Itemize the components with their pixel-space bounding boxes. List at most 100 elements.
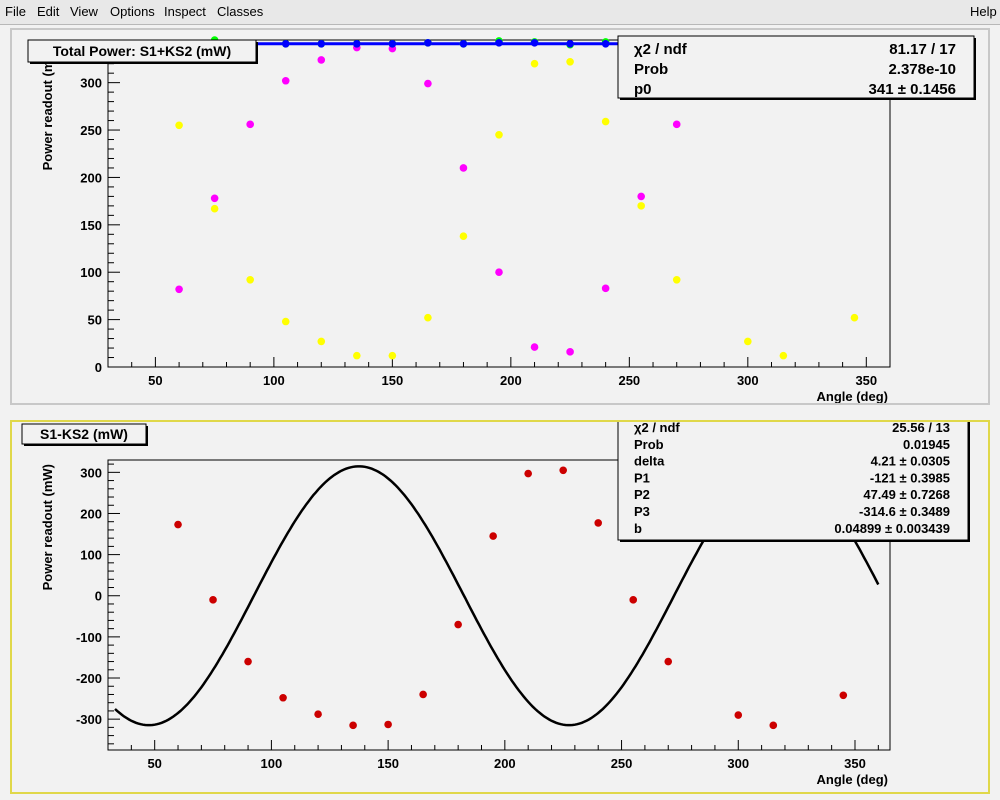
stats-value: 0.04899 ± 0.003439 [834,521,950,536]
stats-value: 47.49 ± 0.7268 [863,487,950,502]
stats-label: P2 [634,487,650,502]
stats-label: b [634,521,642,536]
stats-value: 25.56 / 13 [892,422,950,435]
data-point [210,204,219,213]
menu-inspect[interactable]: Inspect [164,4,206,19]
data-point [353,351,361,360]
top-chart-pad[interactable]: 50 100 150 200 250 300 350 0 50 100 150 200 250 300 An… [10,28,990,405]
x-tick-label: 100 [263,373,285,388]
data-point [209,596,217,604]
x-tick-label: 300 [737,373,759,388]
stats-value: -121 ± 0.3985 [870,470,950,485]
data-point [495,130,503,139]
data-point [388,39,397,48]
data-point [601,117,610,126]
title-box [21,423,147,445]
stats-label: Prob [634,437,664,452]
y-tick-label: 0 [95,360,102,375]
data-point [769,721,778,730]
menu-help[interactable]: Help [970,4,997,19]
menu-file[interactable]: File [5,4,26,19]
x-tick-label: 250 [611,756,633,771]
data-point [530,59,539,68]
y-tick-label: -200 [76,671,102,686]
x-tick-label: 150 [377,756,399,771]
data-point [566,58,574,66]
data-point [566,348,574,356]
menu-bar: File Edit View Options Inspect Classes H… [0,0,1000,25]
x-axis-label: Angle (deg) [817,772,889,787]
menu-options[interactable]: Options [110,4,155,19]
data-point [281,76,290,85]
data-point [388,351,397,360]
x-axis-label: Angle (deg) [817,389,889,403]
data-point [629,596,638,604]
data-point [281,317,290,326]
x-tick-label: 350 [855,373,877,388]
chart-title: Total Power: S1+KS2 (mW) [53,43,231,59]
data-point [601,284,610,293]
data-point [349,721,357,730]
data-point [175,121,183,130]
y-tick-label: -100 [76,630,102,645]
data-point [601,39,610,48]
menu-edit[interactable]: Edit [37,4,60,19]
data-point [637,202,645,210]
data-point [244,657,252,666]
data-point [424,313,432,322]
stats-label: P3 [634,504,650,519]
x-tick-label: 150 [382,373,404,388]
stats-value: 81.17 / 17 [889,41,956,58]
y-tick-label: 0 [95,589,102,604]
data-point [210,194,219,203]
menu-classes[interactable]: Classes [217,4,264,19]
x-tick-label: 250 [618,373,640,388]
data-point [530,343,539,351]
stats-label: χ2 / ndf [634,422,680,435]
data-point [246,120,254,129]
y-tick-label: 200 [80,506,102,521]
data-point [664,657,673,666]
data-point [594,519,603,527]
data-point [672,120,681,129]
x-tick-label: 100 [261,756,283,771]
y-tick-label: 100 [80,265,102,280]
stats-label: delta [634,454,665,469]
data-point [744,337,752,346]
data-point [495,268,503,277]
data-point [317,39,326,48]
data-point [559,466,567,475]
data-point [317,337,326,346]
x-tick-label: 350 [844,756,866,771]
stats-value: 4.21 ± 0.0305 [871,454,950,469]
data-point [839,691,848,700]
stats-label: Prob [634,61,668,78]
stats-value: 2.378e-10 [888,61,956,78]
data-point [524,469,532,478]
data-point [314,710,322,719]
data-point [734,711,743,719]
stats-label: P1 [634,470,650,485]
data-point [459,164,468,172]
y-tick-label: 300 [80,465,102,480]
data-point [459,232,468,240]
menu-view[interactable]: View [70,4,98,19]
data-point [317,56,326,64]
chart-title: S1-KS2 (mW) [40,426,128,442]
bottom-chart-pad[interactable]: 50 100 150 200 250 300 350 -300 -200 -100 0 100 200 3… [10,419,990,794]
data-point [353,39,361,48]
x-tick-label: 200 [494,756,516,771]
data-point [279,693,287,702]
y-tick-label: 200 [80,170,102,185]
data-point [281,39,290,48]
data-point [174,520,182,529]
y-tick-label: 100 [80,548,102,563]
y-tick-label: -300 [76,712,102,727]
data-point [850,313,859,322]
data-point [779,351,788,360]
x-tick-label: 50 [147,756,161,771]
y-axis-label: Power readout (mW) [40,464,55,590]
data-point [530,39,539,47]
stats-label: χ2 / ndf [634,41,688,58]
stats-box [617,35,975,99]
